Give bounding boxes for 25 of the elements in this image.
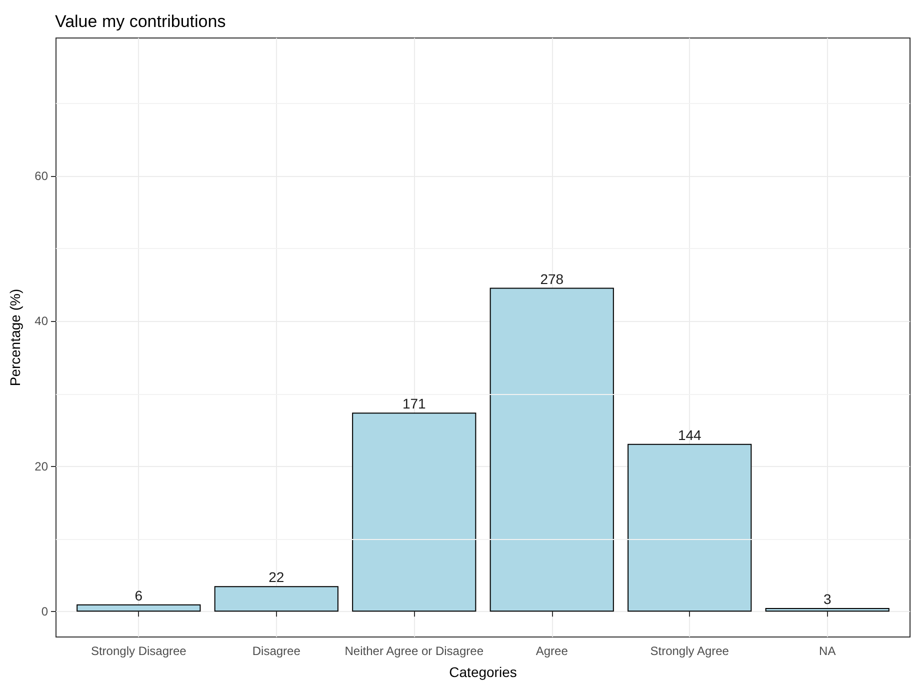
bar	[628, 444, 752, 612]
bar	[765, 608, 890, 612]
bar	[490, 288, 614, 612]
chart-title: Value my contributions	[55, 12, 226, 31]
y-axis-title: Percentage (%)	[7, 288, 23, 386]
annotation: 6	[134, 587, 143, 604]
bar	[214, 586, 338, 612]
bar	[352, 412, 476, 612]
x-tick-label: Strongly Disagree	[90, 644, 187, 658]
x-tick-label: Strongly Agree	[650, 644, 730, 658]
annotation: 144	[678, 426, 702, 443]
y-tick-label: 20	[34, 459, 48, 474]
x-tick-label: Disagree	[252, 644, 301, 658]
annotation: 22	[268, 569, 284, 586]
bar	[76, 604, 201, 612]
annotation: 3	[823, 590, 832, 607]
y-tick-label: 40	[34, 314, 48, 328]
annotation: 171	[402, 396, 426, 412]
annotation: 278	[540, 270, 564, 287]
y-tick-label: 60	[34, 168, 48, 183]
x-axis-title: Categories	[449, 664, 517, 680]
x-tick-label: Neither Agree or Disagree	[344, 644, 484, 658]
y-tick-label: 0	[41, 604, 48, 619]
x-tick-label: NA	[819, 644, 836, 658]
x-tick-label: Agree	[536, 644, 568, 658]
